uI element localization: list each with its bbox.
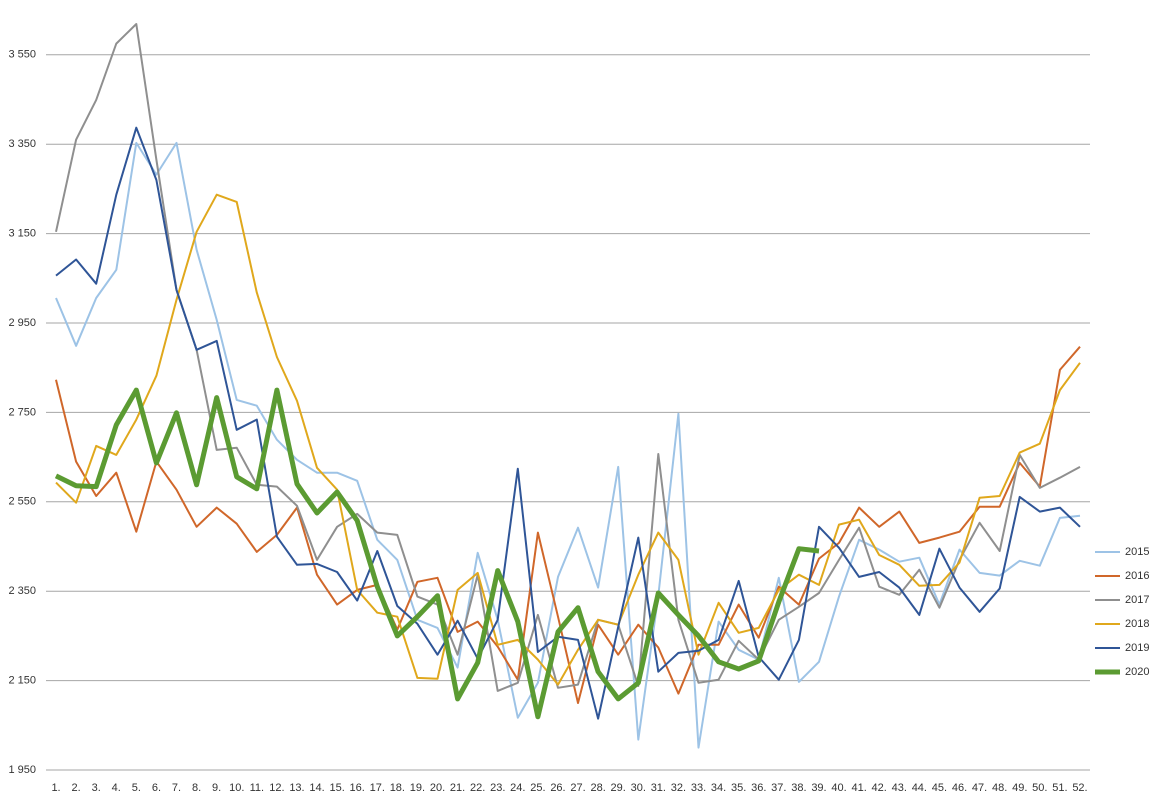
x-tick-label: 40. [831,782,846,794]
x-tick-label: 15. [329,782,344,794]
x-tick-label: 1. [51,782,60,794]
x-tick-label: 24. [510,782,525,794]
x-tick-label: 5. [132,782,141,794]
x-tick-label: 17. [370,782,385,794]
x-tick-label: 50. [1032,782,1047,794]
x-tick-label: 2. [72,782,81,794]
y-tick-label: 2 350 [8,585,36,597]
x-tick-label: 14. [309,782,324,794]
x-tick-label: 52. [1072,782,1087,794]
y-tick-label: 1 950 [8,764,36,776]
y-tick-label: 3 150 [8,228,36,240]
x-tick-label: 33. [691,782,706,794]
x-tick-label: 27. [570,782,585,794]
x-tick-label: 49. [1012,782,1027,794]
x-tick-label: 42. [872,782,887,794]
y-tick-label: 3 550 [8,49,36,61]
x-tick-label: 32. [671,782,686,794]
x-tick-label: 51. [1052,782,1067,794]
x-tick-label: 25. [530,782,545,794]
series-line [55,126,1081,720]
series-line [54,387,820,720]
x-tick-label: 23. [490,782,505,794]
x-tick-label: 22. [470,782,485,794]
x-tick-label: 6. [152,782,161,794]
legend-label: 2015 [1125,546,1149,558]
x-tick-label: 47. [972,782,987,794]
x-tick-label: 8. [192,782,201,794]
legend-label: 2018 [1125,618,1149,630]
x-tick-label: 10. [229,782,244,794]
x-tick-label: 11. [250,782,264,794]
series-line [55,193,1081,686]
x-tick-label: 28. [590,782,605,794]
x-tick-label: 37. [771,782,786,794]
legend-label: 2019 [1125,642,1149,654]
y-tick-label: 2 150 [8,675,36,687]
x-tick-label: 36. [751,782,766,794]
x-tick-label: 30. [631,782,646,794]
y-tick-label: 2 550 [8,496,36,508]
x-tick-label: 34. [711,782,726,794]
x-tick-label: 13. [289,782,304,794]
x-tick-label: 9. [212,782,221,794]
y-tick-label: 3 350 [8,138,36,150]
x-tick-label: 20. [430,782,445,794]
x-tick-label: 12. [269,782,284,794]
series-line [55,346,1081,704]
series-line [55,141,1081,749]
x-tick-label: 26. [550,782,565,794]
x-tick-label: 48. [992,782,1007,794]
x-tick-label: 44. [912,782,927,794]
x-tick-label: 31. [651,782,666,794]
x-tick-label: 43. [892,782,907,794]
x-tick-label: 35. [731,782,746,794]
x-tick-label: 39. [811,782,826,794]
x-tick-label: 16. [350,782,365,794]
x-tick-label: 4. [112,782,121,794]
series-line [55,23,1081,692]
y-tick-label: 2 750 [8,406,36,418]
y-tick-label: 2 950 [8,317,36,329]
x-tick-label: 38. [791,782,806,794]
x-tick-label: 7. [172,782,181,794]
x-tick-label: 41. [851,782,866,794]
x-tick-label: 18. [390,782,405,794]
x-tick-label: 45. [932,782,947,794]
x-tick-label: 29. [611,782,626,794]
x-tick-label: 46. [952,782,967,794]
x-tick-label: 21. [450,782,465,794]
legend-label: 2020 [1125,666,1149,678]
legend-label: 2016 [1125,570,1149,582]
x-tick-label: 3. [92,782,101,794]
legend-label: 2017 [1125,594,1149,606]
x-tick-label: 19. [410,782,425,794]
